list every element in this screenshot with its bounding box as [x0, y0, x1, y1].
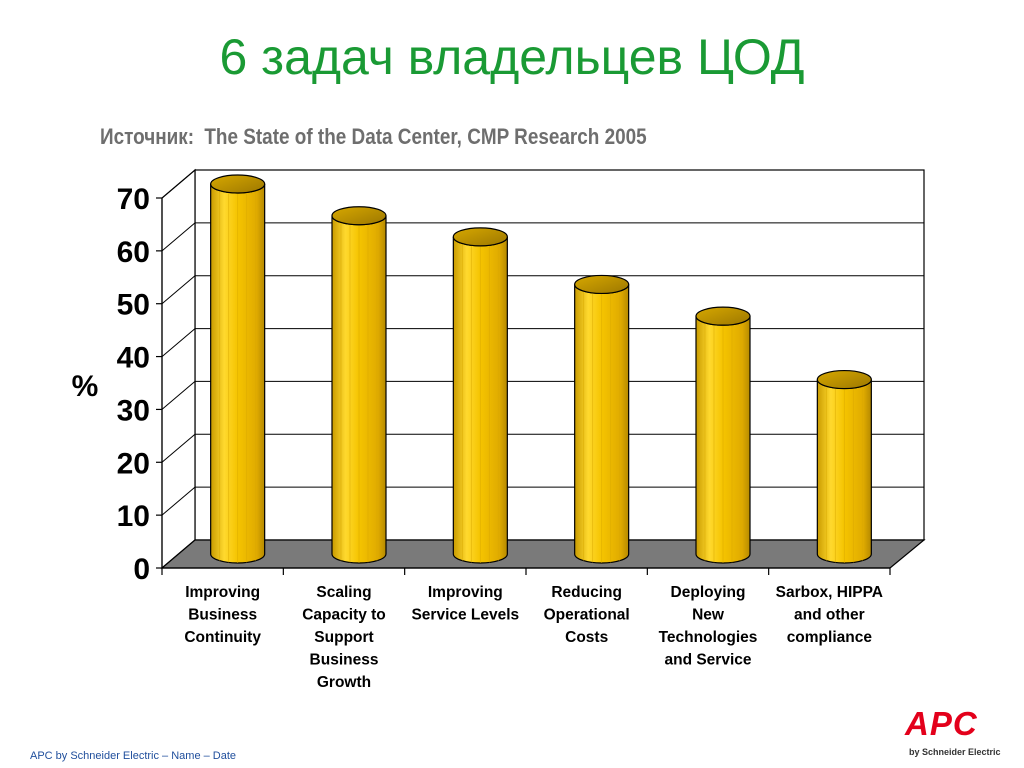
x-tick-label: Deploying New Technologies and Service [659, 584, 758, 669]
x-tick-label-line: Deploying [671, 584, 746, 601]
source-label: Источник: [100, 124, 195, 149]
bar-top [816, 369, 872, 390]
y-tick-label: 40 [117, 342, 150, 375]
x-tick-label-line: Improving [428, 584, 503, 601]
source-line: Источник: The State of the Data Center, C… [100, 124, 647, 150]
y-axis-label: % [72, 370, 99, 403]
bar-chart: 0 10 20 30 40 50 60 70% Improving Business Continu… [72, 168, 926, 691]
x-tick-label-line: Business [188, 607, 257, 624]
y-tick-label: 60 [117, 236, 150, 269]
side-wall [161, 168, 196, 570]
x-tick-label-line: compliance [787, 629, 873, 646]
x-tick-label-line: Operational [544, 607, 630, 624]
x-tick-label: Improving Service Levels [411, 584, 519, 624]
x-tick-label-line: Support [314, 629, 373, 646]
bar-top [695, 306, 751, 326]
x-tick-label-line: Improving [185, 584, 260, 601]
bar [574, 274, 630, 564]
x-tick-label: Reducing Operational Costs [544, 584, 630, 646]
x-tick-label-line: New [692, 607, 725, 624]
footer-text: APC by Schneider Electric – Name – Date [30, 750, 237, 762]
gridline-side [161, 433, 196, 463]
x-tick-label-line: Scaling [316, 584, 371, 601]
logo-subtext: by Schneider Electric [909, 747, 1001, 757]
gridline-side [161, 222, 196, 252]
y-tick-label: 30 [117, 394, 150, 427]
source-text: The State of the Data Center, CMP Resear… [204, 124, 647, 149]
chart-floor [160, 539, 926, 569]
x-tick-label: Improving Business Continuity [184, 584, 261, 646]
x-tick-label-line: Capacity to [302, 607, 386, 624]
x-tick-label-line: Growth [317, 674, 371, 691]
y-tick-label: 70 [117, 183, 150, 216]
gridline-side [161, 275, 196, 305]
back-wall [194, 169, 925, 541]
x-tick-label-line: Business [310, 652, 379, 669]
bar [210, 174, 266, 564]
x-tick-label-line: Service Levels [411, 607, 519, 624]
apc-logo: APC by Schneider Electric [905, 705, 1015, 765]
x-tick-label-line: and Service [664, 652, 751, 669]
x-tick-label: Scaling Capacity to Support Business Growth [302, 584, 386, 691]
gridline-side [161, 328, 196, 357]
y-tick-label: 50 [117, 289, 150, 322]
bar-top [452, 227, 508, 247]
bar-top [210, 174, 266, 194]
x-tick-label-line: Costs [565, 629, 608, 646]
gridline-side [161, 381, 196, 410]
gridline-side [161, 486, 196, 516]
x-tick-label-line: Continuity [184, 629, 261, 646]
x-tick-label-line: Technologies [659, 629, 758, 646]
bar [695, 306, 751, 564]
x-tick-label-line: Sarbox, HIPPA [776, 584, 883, 601]
bar [331, 206, 387, 564]
gridline-side [161, 169, 196, 199]
y-tick-label: 20 [117, 447, 150, 480]
bar-top [331, 206, 387, 226]
y-tick-label: 0 [133, 553, 150, 586]
x-tick-label: Sarbox, HIPPA and other compliance [776, 584, 883, 646]
logo-text: APC [905, 705, 978, 742]
slide-title: 6 задач владельцев ЦОД [219, 29, 805, 85]
bar [816, 369, 872, 564]
x-tick-label-line: and other [794, 607, 865, 624]
x-tick-label-line: Reducing [551, 584, 622, 601]
y-tick-label: 10 [117, 500, 150, 533]
bar-top [574, 274, 630, 295]
bar [452, 227, 508, 564]
